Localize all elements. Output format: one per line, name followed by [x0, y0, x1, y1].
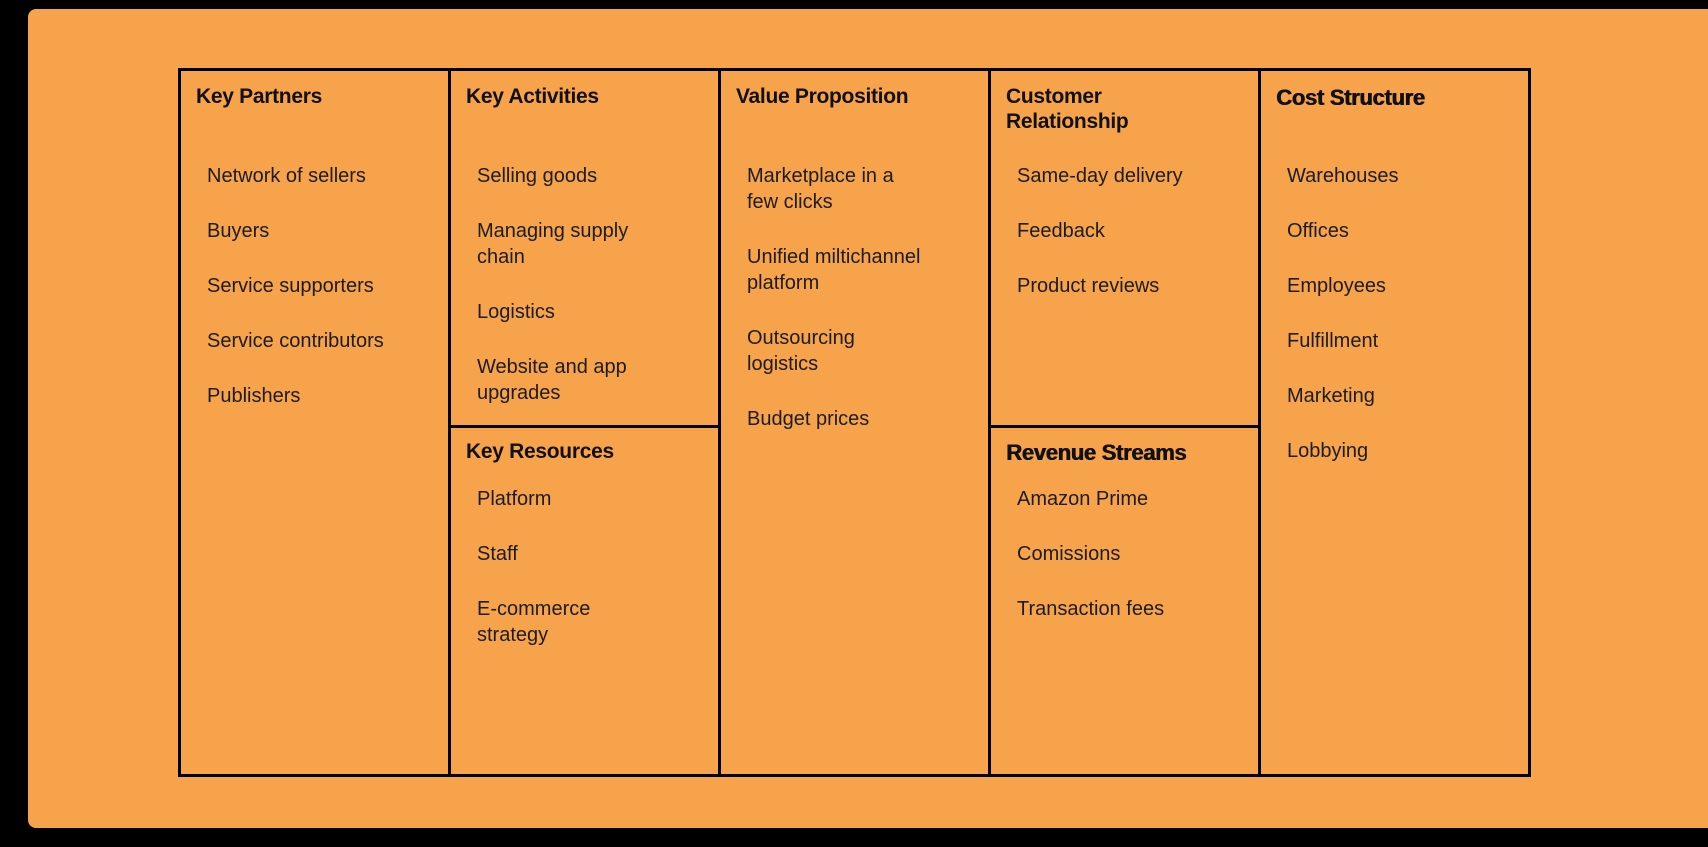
section-title: Key Resources	[466, 440, 614, 463]
list-item: Product reviews	[1017, 275, 1160, 297]
section-title: Cost Structure	[1276, 85, 1425, 110]
section-items: Amazon Prime Comissions Transaction fees	[1006, 486, 1244, 622]
business-model-canvas: Key Partners Network of sellers Buyers S…	[178, 68, 1531, 777]
section-items: Selling goods Managing supply chain Logi…	[466, 163, 704, 406]
section-title-wrap: Key Resources	[466, 440, 704, 470]
section-items: Same-day delivery Feedback Product revie…	[1006, 163, 1244, 299]
list-item: Transaction fees	[1017, 598, 1165, 620]
column-cost-structure: Cost Structure Warehouses Offices Employ…	[1261, 71, 1528, 774]
list-item: Website and app upgrades	[477, 356, 627, 404]
section-key-activities: Key Activities Selling goods Managing su…	[451, 71, 718, 428]
section-title-wrap: Key Partners	[196, 85, 434, 149]
column-customer-revenue: Customer Relationship Same-day delivery …	[991, 71, 1261, 774]
list-item: Comissions	[1017, 543, 1121, 565]
list-item: Offices	[1287, 220, 1349, 242]
list-item: Marketing	[1287, 385, 1375, 407]
canvas-background	[28, 9, 1708, 828]
list-item: E-commerce strategy	[477, 598, 591, 646]
section-title: Key Partners	[196, 85, 322, 108]
section-title: Key Activities	[466, 85, 599, 108]
list-item: Marketplace in a few clicks	[747, 165, 894, 213]
list-item: Same-day delivery	[1017, 165, 1183, 187]
list-item: Logistics	[477, 301, 555, 323]
list-item: Feedback	[1017, 220, 1105, 242]
section-title-wrap: Value Proposition	[736, 85, 974, 149]
list-item: Service contributors	[207, 330, 384, 352]
section-title-wrap: Revenue Streams	[1006, 440, 1244, 470]
section-title: Customer Relationship	[1006, 85, 1129, 133]
list-item: Staff	[477, 543, 518, 565]
list-item: Budget prices	[747, 408, 870, 430]
list-item: Publishers	[207, 385, 301, 407]
list-item: Managing supply chain	[477, 220, 629, 268]
column-key-activities-resources: Key Activities Selling goods Managing su…	[451, 71, 721, 774]
list-item: Lobbying	[1287, 440, 1369, 462]
list-item: Outsourcing logistics	[747, 327, 855, 375]
list-item: Network of sellers	[207, 165, 366, 187]
list-item: Employees	[1287, 275, 1386, 297]
list-item: Amazon Prime	[1017, 488, 1149, 510]
section-title-wrap: Customer Relationship	[1006, 85, 1244, 149]
section-customer-relationship: Customer Relationship Same-day delivery …	[991, 71, 1258, 428]
list-item: Platform	[477, 488, 552, 510]
list-item: Selling goods	[477, 165, 598, 187]
section-title: Value Proposition	[736, 85, 909, 108]
list-item: Service supporters	[207, 275, 374, 297]
section-value-proposition: Value Proposition Marketplace in a few c…	[721, 71, 988, 461]
section-key-partners: Key Partners Network of sellers Buyers S…	[181, 71, 448, 438]
section-title-wrap: Key Activities	[466, 85, 704, 149]
section-title-wrap: Cost Structure	[1276, 85, 1514, 149]
list-item: Fulfillment	[1287, 330, 1379, 352]
section-items: Marketplace in a few clicks Unified milt…	[736, 163, 974, 432]
section-items: Platform Staff E-commerce strategy	[466, 486, 704, 648]
column-value-proposition: Value Proposition Marketplace in a few c…	[721, 71, 991, 774]
section-items: Network of sellers Buyers Service suppor…	[196, 163, 434, 409]
column-key-partners: Key Partners Network of sellers Buyers S…	[181, 71, 451, 774]
list-item: Unified miltichannel platform	[747, 246, 921, 294]
section-title: Revenue Streams	[1006, 440, 1187, 465]
section-items: Warehouses Offices Employees Fulfillment…	[1276, 163, 1514, 464]
section-revenue-streams: Revenue Streams Amazon Prime Comissions …	[991, 428, 1258, 774]
section-key-resources: Key Resources Platform Staff E-commerce …	[451, 428, 718, 774]
section-cost-structure: Cost Structure Warehouses Offices Employ…	[1261, 71, 1528, 493]
list-item: Buyers	[207, 220, 270, 242]
list-item: Warehouses	[1287, 165, 1399, 187]
